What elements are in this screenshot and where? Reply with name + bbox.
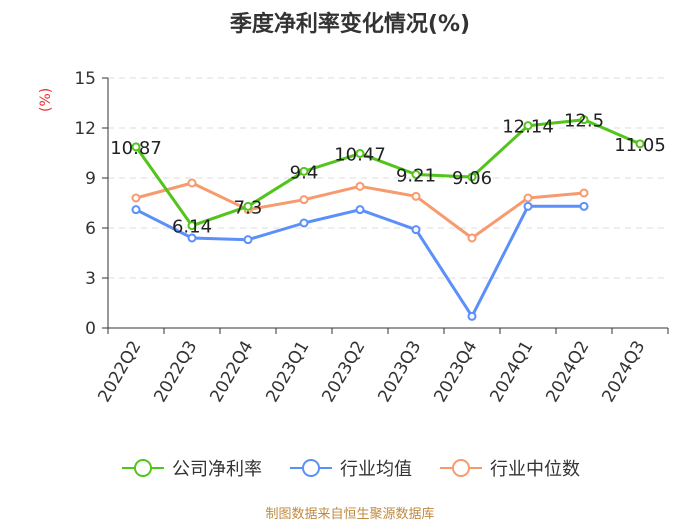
data-label: 9.4 — [290, 162, 319, 183]
data-point — [467, 172, 477, 182]
source-footer: 制图数据来自恒生聚源数据库 — [265, 507, 435, 522]
y-tick-label: 0 — [85, 319, 96, 339]
data-label: 12.5 — [564, 111, 604, 132]
legend-label: 行业中位数 — [490, 459, 580, 480]
y-tick-label: 3 — [85, 269, 96, 289]
data-label: 12.14 — [502, 117, 554, 138]
data-point — [411, 170, 421, 179]
x-tick-label: 2022Q4 — [206, 337, 257, 405]
legend-item[interactable]: 行业均值 — [288, 455, 412, 481]
data-point — [523, 121, 533, 131]
data-point — [579, 188, 589, 198]
data-point — [243, 201, 253, 211]
x-tick-label: 2022Q3 — [150, 337, 201, 405]
legend: 公司净利率 行业均值 行业中位数 — [0, 455, 700, 481]
data-point — [523, 201, 533, 211]
data-point — [355, 181, 365, 191]
data-label: 7.3 — [234, 197, 263, 218]
data-point — [187, 221, 197, 231]
data-label: 9.21 — [396, 166, 436, 187]
data-point — [299, 166, 309, 176]
x-tick-label: 2023Q3 — [374, 337, 425, 405]
data-point — [355, 205, 365, 215]
data-point — [467, 233, 477, 243]
y-tick-label: 12 — [74, 119, 96, 139]
data-point — [355, 149, 365, 158]
data-point — [187, 178, 197, 188]
data-point — [131, 142, 141, 152]
series-line — [134, 118, 641, 228]
x-tick-label: 2024Q1 — [486, 337, 537, 405]
data-point — [131, 205, 141, 215]
data-point — [635, 139, 645, 149]
x-tick-label: 2022Q2 — [94, 337, 145, 405]
data-label: 11.05 — [614, 135, 666, 156]
data-label: 10.47 — [334, 145, 386, 166]
data-point — [299, 218, 309, 228]
data-label: 6.14 — [172, 217, 212, 238]
legend-swatch-marker — [302, 459, 320, 477]
legend-label: 公司净利率 — [172, 459, 262, 480]
legend-item[interactable]: 行业中位数 — [438, 455, 580, 481]
x-tick-label: 2024Q3 — [598, 337, 649, 405]
data-point — [411, 191, 421, 201]
x-tick-label: 2023Q4 — [430, 337, 481, 405]
data-label: 9.06 — [452, 168, 492, 189]
data-point — [299, 195, 309, 205]
legend-swatch-marker — [452, 459, 470, 477]
data-point — [411, 225, 421, 235]
legend-label: 行业均值 — [340, 459, 412, 480]
data-point — [467, 311, 477, 321]
y-tick-label: 6 — [85, 219, 96, 239]
y-tick-label: 9 — [85, 169, 96, 189]
x-tick-label: 2023Q2 — [318, 337, 369, 405]
x-tick-label: 2024Q2 — [542, 337, 593, 405]
legend-swatch — [122, 459, 164, 477]
data-label: 10.87 — [110, 138, 162, 159]
legend-swatch-marker — [134, 459, 152, 477]
data-point — [523, 193, 533, 203]
data-point — [243, 235, 253, 245]
y-tick-label: 15 — [74, 69, 96, 89]
legend-item[interactable]: 公司净利率 — [120, 455, 262, 481]
data-point — [579, 201, 589, 211]
data-point — [579, 115, 589, 125]
chart-title: 季度净利率变化情况(%) — [229, 12, 471, 37]
legend-swatch — [440, 459, 482, 477]
x-tick-label: 2023Q1 — [262, 337, 313, 405]
legend-swatch — [290, 459, 332, 477]
data-point — [187, 233, 197, 243]
data-point — [131, 193, 141, 203]
